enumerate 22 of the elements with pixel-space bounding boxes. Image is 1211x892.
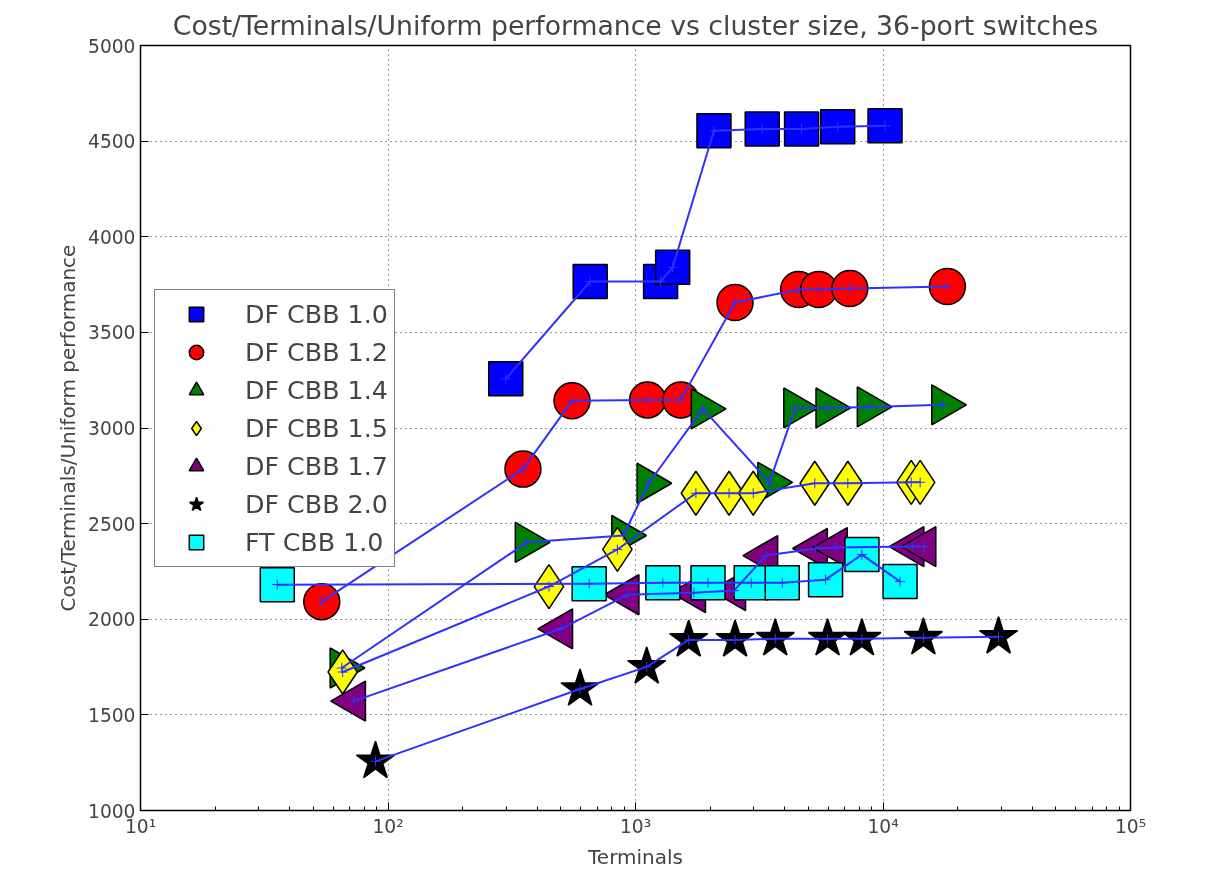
legend-label: DF CBB 1.0: [245, 298, 388, 329]
legend-label: DF CBB 1.2: [245, 336, 388, 367]
x-axis-title: Terminals: [587, 844, 683, 869]
y-tick-label: 4000: [88, 226, 136, 248]
legend-label: DF CBB 1.7: [245, 450, 388, 481]
y-tick-label: 4500: [88, 131, 136, 153]
x-tick-label: 10²: [372, 815, 404, 837]
x-tick-label: 10⁴: [867, 815, 899, 837]
y-tick-label: 3500: [88, 322, 136, 344]
y-tick-label: 2500: [88, 513, 136, 535]
y-tick-label: 1500: [88, 704, 136, 726]
y-axis-title: Cost/Terminals/Uniform performance: [56, 244, 81, 612]
y-tick-label: 3000: [88, 418, 136, 439]
x-tick-label: 10⁵: [1114, 815, 1147, 837]
y-tick-label: 2000: [88, 609, 136, 631]
legend-label: FT CBB 1.0: [245, 526, 384, 557]
legend-label: DF CBB 2.0: [245, 488, 388, 519]
chart-title: Cost/Terminals/Uniform performance vs cluster size, 36-port switches: [172, 9, 1099, 41]
legend-label: DF CBB 1.5: [245, 412, 388, 443]
x-tick-label: 10³: [619, 815, 652, 837]
y-tick-label: 5000: [88, 35, 136, 57]
legend-label: DF CBB 1.4: [245, 374, 388, 405]
